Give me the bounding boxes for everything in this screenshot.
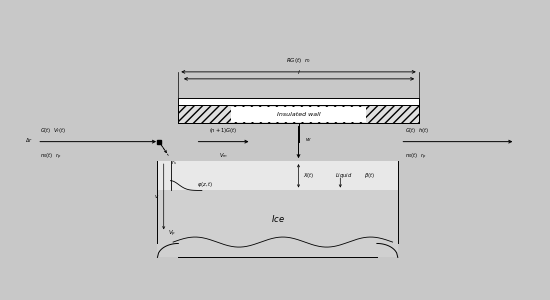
Text: $n_0(t)\ \ r_p$: $n_0(t)\ \ r_p$	[40, 152, 61, 162]
Text: $l$: $l$	[297, 68, 301, 76]
Text: $X(t)$: $X(t)$	[302, 171, 314, 180]
Bar	[157, 161, 398, 190]
Text: $v$: $v$	[154, 193, 160, 200]
Bar	[230, 107, 366, 122]
Text: $V_m$: $V_m$	[219, 152, 228, 160]
Bar	[178, 98, 419, 105]
Text: $\Delta r$: $\Delta r$	[25, 136, 33, 144]
Text: $\varphi(z,t)$: $\varphi(z,t)$	[197, 180, 213, 189]
Bar	[178, 105, 419, 124]
Text: $\beta(t)$: $\beta(t)$	[364, 171, 375, 180]
Text: $Liquid$: $Liquid$	[335, 171, 353, 180]
Text: $r_s$: $r_s$	[170, 158, 177, 167]
Text: $w$: $w$	[305, 136, 311, 143]
Text: $(n+1)G(t)$: $(n+1)G(t)$	[210, 127, 238, 136]
Text: $G(t)\ \ h(t)$: $G(t)\ \ h(t)$	[405, 127, 429, 136]
Text: $V_p$: $V_p$	[168, 229, 176, 239]
Text: $RG(t)\ \ r_0$: $RG(t)\ \ r_0$	[286, 56, 311, 65]
Bar	[157, 161, 398, 257]
Text: $n_0(t)\ \ r_p$: $n_0(t)\ \ r_p$	[405, 152, 426, 162]
Text: $G(t)\ \ V_f(t)$: $G(t)\ \ V_f(t)$	[40, 126, 65, 135]
Text: $Ice$: $Ice$	[271, 213, 284, 224]
Text: Insulated wall: Insulated wall	[277, 112, 320, 117]
